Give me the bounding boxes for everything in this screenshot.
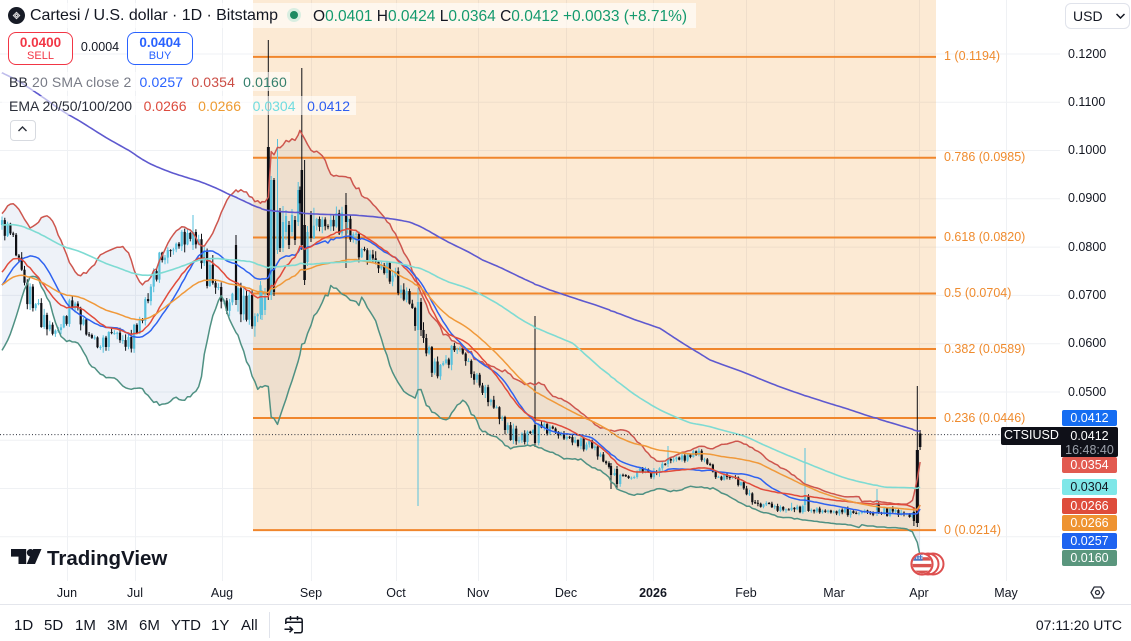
svg-text:TradingView: TradingView — [47, 548, 167, 570]
